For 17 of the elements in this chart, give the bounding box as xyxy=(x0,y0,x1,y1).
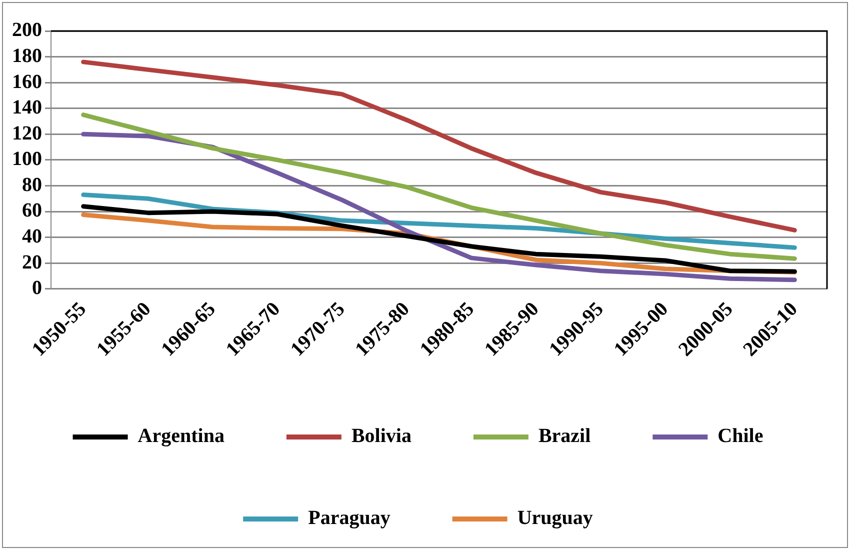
y-tick-label: 40 xyxy=(22,225,42,248)
legend-label: Argentina xyxy=(138,425,224,448)
y-tick-label: 0 xyxy=(32,277,42,300)
y-tick-label: 60 xyxy=(22,200,42,222)
y-tick-label: 80 xyxy=(22,174,42,196)
y-tick-label: 120 xyxy=(12,122,42,144)
legend-label: Bolivia xyxy=(351,425,412,448)
y-tick-label: 100 xyxy=(12,148,42,170)
y-tick-label: 180 xyxy=(12,44,42,67)
legend-label: Chile xyxy=(718,425,764,448)
y-tick-label: 140 xyxy=(12,96,42,119)
legend-label: Brazil xyxy=(538,425,592,448)
y-tick-label: 200 xyxy=(12,19,42,42)
y-tick-label: 20 xyxy=(22,251,42,274)
y-tick-label: 160 xyxy=(12,70,42,93)
legend-label: Paraguay xyxy=(308,507,390,530)
legend-label: Uruguay xyxy=(517,507,593,530)
